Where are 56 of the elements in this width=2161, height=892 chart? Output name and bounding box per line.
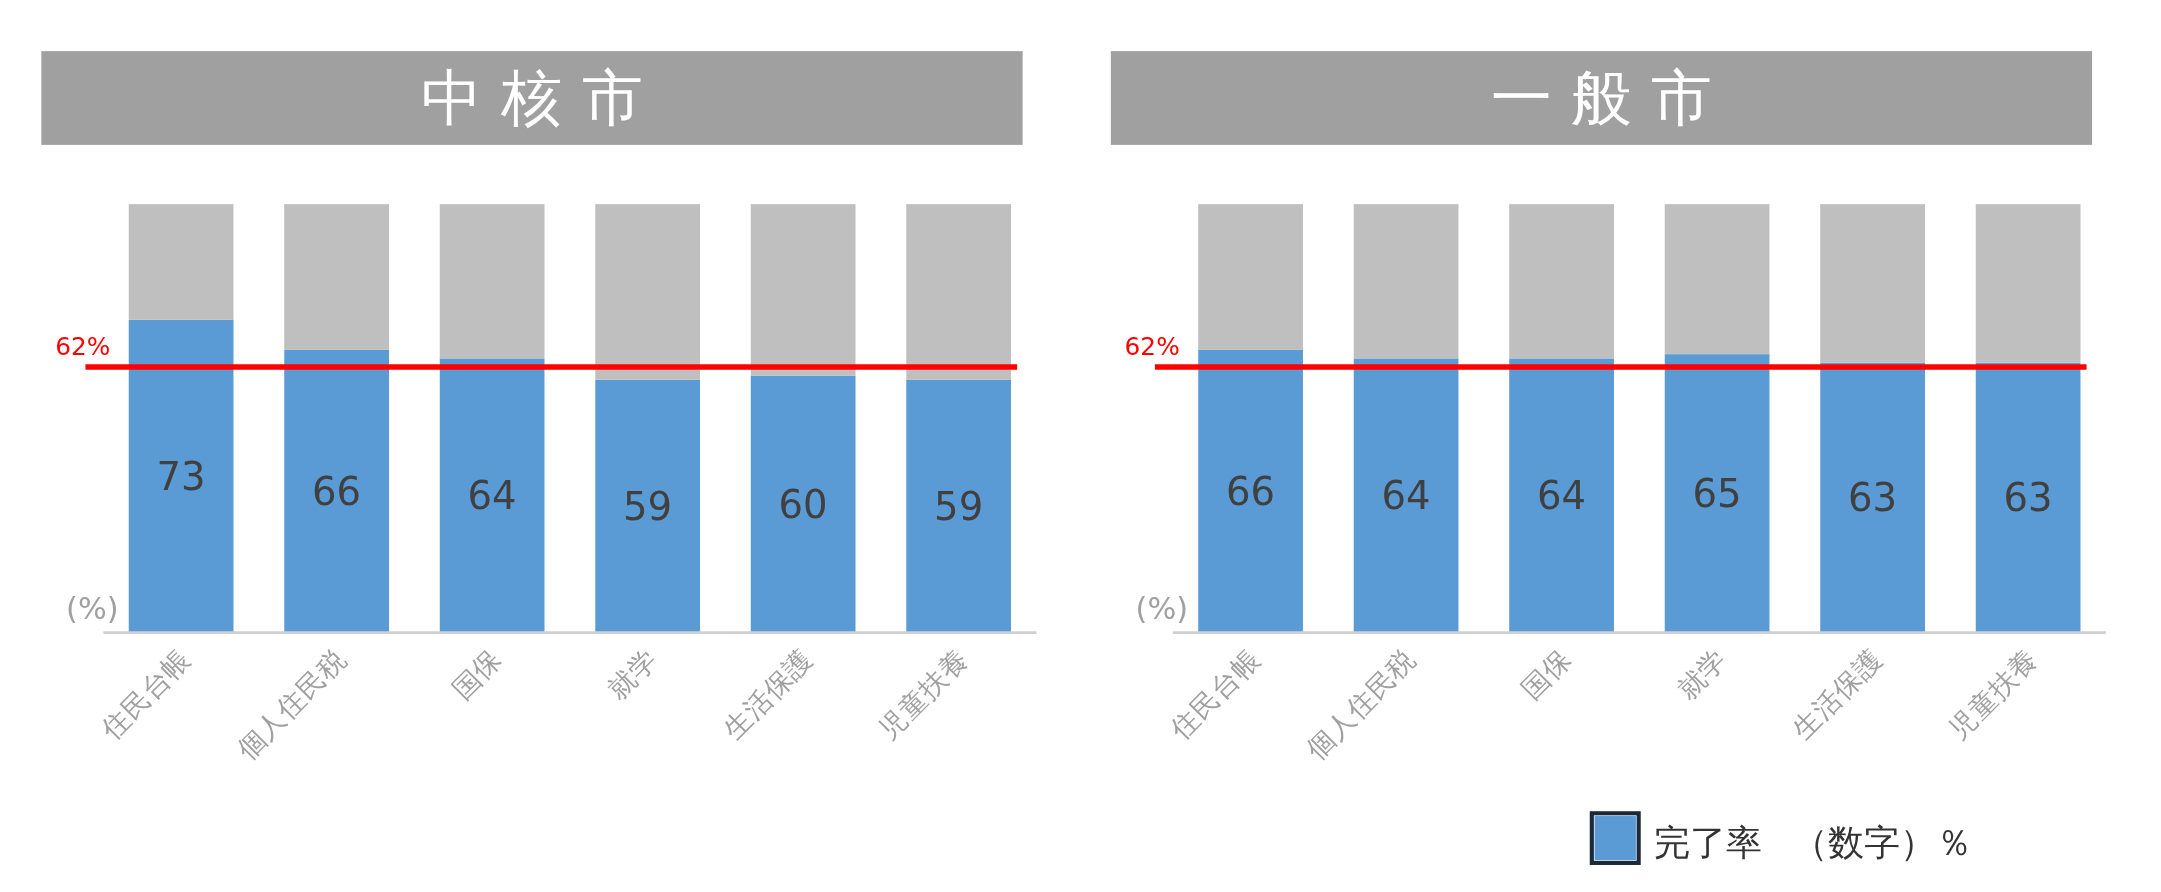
- chart-title: 中 核 市: [421, 62, 643, 133]
- bar: [128, 204, 234, 320]
- x-tick-label: 国保: [445, 643, 508, 706]
- x-tick-label: 国保: [1514, 643, 1577, 706]
- x-tick-label: 住民台帳: [1163, 643, 1266, 746]
- legend-label: 完了率: [1653, 821, 1762, 863]
- bar: [1975, 362, 2081, 633]
- data-label: 65: [1692, 471, 1742, 517]
- bar: [1509, 358, 1614, 633]
- data-label: 59: [934, 484, 984, 530]
- ref-line-label: 62%: [55, 331, 111, 361]
- bar: [595, 379, 701, 633]
- bar: [595, 204, 701, 380]
- x-tick-label: 生活保護: [716, 643, 819, 746]
- bar: [750, 375, 856, 633]
- bar: [1820, 362, 1925, 633]
- x-tick-label: 住民台帳: [93, 643, 197, 746]
- data-label: 66: [312, 469, 362, 515]
- x-tick-label: 個人住民税: [230, 643, 352, 765]
- bar: [1509, 204, 1614, 359]
- bar: [284, 204, 389, 350]
- x-tick-label: 児童扶養: [1941, 643, 2044, 746]
- chart-title: 一 般 市: [1490, 62, 1713, 133]
- bar: [1353, 204, 1459, 359]
- bar: [1664, 204, 1770, 355]
- bar: [906, 204, 1012, 380]
- data-label: 64: [1537, 473, 1587, 519]
- y-axis-title: (%): [1135, 590, 1189, 626]
- bar: [1975, 204, 2081, 363]
- bar: [128, 319, 234, 633]
- text: （数字）％: [1791, 821, 1972, 863]
- x-tick-label: 児童扶養: [872, 643, 974, 746]
- x-tick-label: 生活保護: [1786, 643, 1888, 746]
- bar: [1198, 349, 1303, 633]
- data-label: 60: [778, 481, 828, 527]
- x-tick-label: 就学: [600, 643, 663, 706]
- y-axis-title: (%): [66, 590, 119, 626]
- ref-line-label: 62%: [1124, 331, 1180, 361]
- bar: [1198, 204, 1303, 350]
- bar: [1664, 354, 1770, 633]
- x-tick-label: 就学: [1670, 643, 1733, 706]
- data-label: 66: [1226, 469, 1276, 515]
- data-label: 73: [156, 454, 206, 500]
- bar: [284, 349, 389, 633]
- data-label: 64: [1381, 473, 1431, 519]
- bar: [906, 379, 1012, 633]
- x-tick-label: 個人住民税: [1299, 643, 1422, 765]
- bar: [1353, 358, 1459, 633]
- data-label: 63: [2003, 475, 2053, 521]
- data-label: 64: [467, 473, 517, 519]
- bar: [439, 204, 545, 359]
- bar: [1820, 204, 1925, 363]
- data-label: 63: [1848, 475, 1898, 521]
- bar: [750, 204, 856, 376]
- data-label: 59: [623, 484, 673, 530]
- bar: [439, 358, 545, 633]
